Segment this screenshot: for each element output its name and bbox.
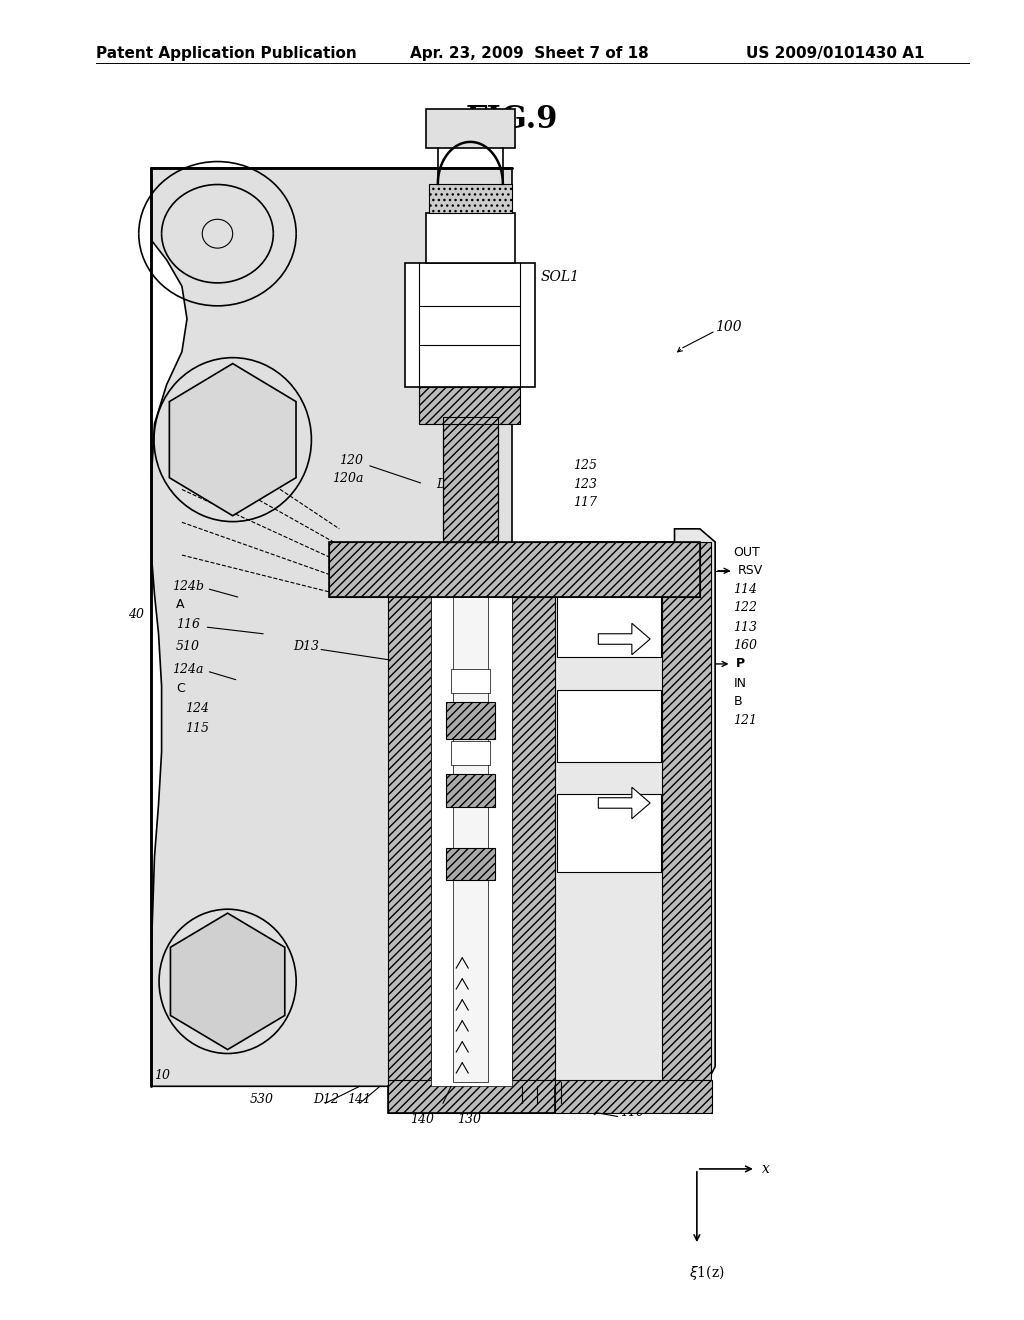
Bar <box>555 1080 712 1113</box>
Text: P: P <box>735 657 744 671</box>
Text: 121: 121 <box>733 714 758 727</box>
Text: Patent Application Publication: Patent Application Publication <box>95 46 356 61</box>
Text: 124: 124 <box>185 702 209 715</box>
Text: 120: 120 <box>339 454 364 467</box>
Text: C: C <box>176 682 184 696</box>
Text: D12: D12 <box>313 1093 339 1106</box>
Polygon shape <box>170 913 285 1049</box>
Text: 122: 122 <box>733 601 758 614</box>
Bar <box>329 543 699 597</box>
Text: D14: D14 <box>436 478 462 491</box>
Bar <box>557 594 662 657</box>
Text: 150: 150 <box>473 458 498 471</box>
Text: 100: 100 <box>715 319 741 334</box>
Bar <box>406 263 536 387</box>
Text: 10: 10 <box>155 1069 170 1082</box>
Text: B: B <box>733 696 742 709</box>
Polygon shape <box>555 529 715 1086</box>
Bar <box>446 774 495 807</box>
Polygon shape <box>152 168 532 1086</box>
Text: 40: 40 <box>128 607 144 620</box>
Bar <box>388 574 431 1086</box>
Bar <box>388 1080 555 1113</box>
Bar <box>419 387 520 424</box>
Bar <box>429 183 512 213</box>
Text: 130: 130 <box>457 1113 481 1126</box>
Text: IN: IN <box>733 677 746 690</box>
Text: D11: D11 <box>426 1093 452 1106</box>
Text: 117: 117 <box>573 496 597 510</box>
Bar <box>431 574 512 1086</box>
Bar <box>426 110 515 148</box>
Polygon shape <box>598 623 650 655</box>
Text: 510: 510 <box>176 640 200 653</box>
Text: $\xi$1(z): $\xi$1(z) <box>689 1263 724 1282</box>
Text: A: A <box>176 598 184 611</box>
Bar <box>557 690 662 763</box>
Text: 140: 140 <box>411 1113 434 1126</box>
Bar <box>451 742 489 764</box>
Bar <box>663 543 711 1086</box>
Bar <box>443 417 498 543</box>
Text: 123: 123 <box>573 478 597 491</box>
Bar <box>557 793 662 873</box>
Text: 125: 125 <box>573 459 597 473</box>
Text: 111: 111 <box>511 1093 535 1106</box>
Text: 141: 141 <box>347 1093 372 1106</box>
Bar <box>426 213 515 263</box>
Text: D13: D13 <box>294 640 319 653</box>
Bar <box>446 847 495 880</box>
Bar <box>446 702 495 739</box>
Text: 112: 112 <box>530 1093 554 1106</box>
Bar <box>451 669 489 693</box>
Text: 124a: 124a <box>172 663 203 676</box>
Text: Apr. 23, 2009  Sheet 7 of 18: Apr. 23, 2009 Sheet 7 of 18 <box>411 46 649 61</box>
Text: 124b: 124b <box>172 579 204 593</box>
Polygon shape <box>169 363 296 516</box>
Text: 160: 160 <box>733 639 758 652</box>
Bar <box>453 597 487 1082</box>
Text: x: x <box>762 1162 770 1176</box>
Polygon shape <box>598 787 650 818</box>
Text: 530: 530 <box>250 1093 274 1106</box>
Text: US 2009/0101430 A1: US 2009/0101430 A1 <box>745 46 924 61</box>
Text: 113: 113 <box>733 620 758 634</box>
Text: SOL1: SOL1 <box>541 271 580 284</box>
Text: OUT: OUT <box>733 546 760 558</box>
Bar <box>329 543 699 597</box>
Text: 115: 115 <box>185 722 209 735</box>
Text: RSV: RSV <box>737 565 763 577</box>
Text: 120a: 120a <box>332 473 364 486</box>
Text: 114: 114 <box>733 582 758 595</box>
Bar <box>512 574 555 1086</box>
Text: 116: 116 <box>176 618 200 631</box>
Bar <box>443 417 498 543</box>
Text: FIG.9: FIG.9 <box>466 104 558 135</box>
Text: 110: 110 <box>620 1106 644 1119</box>
